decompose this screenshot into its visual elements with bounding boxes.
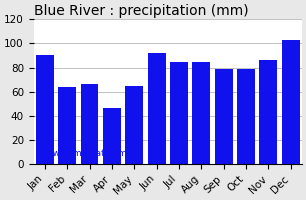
Bar [36,55,54,164]
Bar [147,53,166,164]
Bar [192,62,210,164]
Bar [282,40,300,164]
Bar [215,69,233,164]
Bar [80,84,99,164]
Text: Blue River : precipitation (mm): Blue River : precipitation (mm) [34,4,248,18]
Bar [125,86,143,164]
Text: www.allmetsat.com: www.allmetsat.com [39,149,128,158]
Bar [58,87,76,164]
Bar [237,69,255,164]
Bar [103,108,121,164]
Bar [170,62,188,164]
Bar [259,60,277,164]
